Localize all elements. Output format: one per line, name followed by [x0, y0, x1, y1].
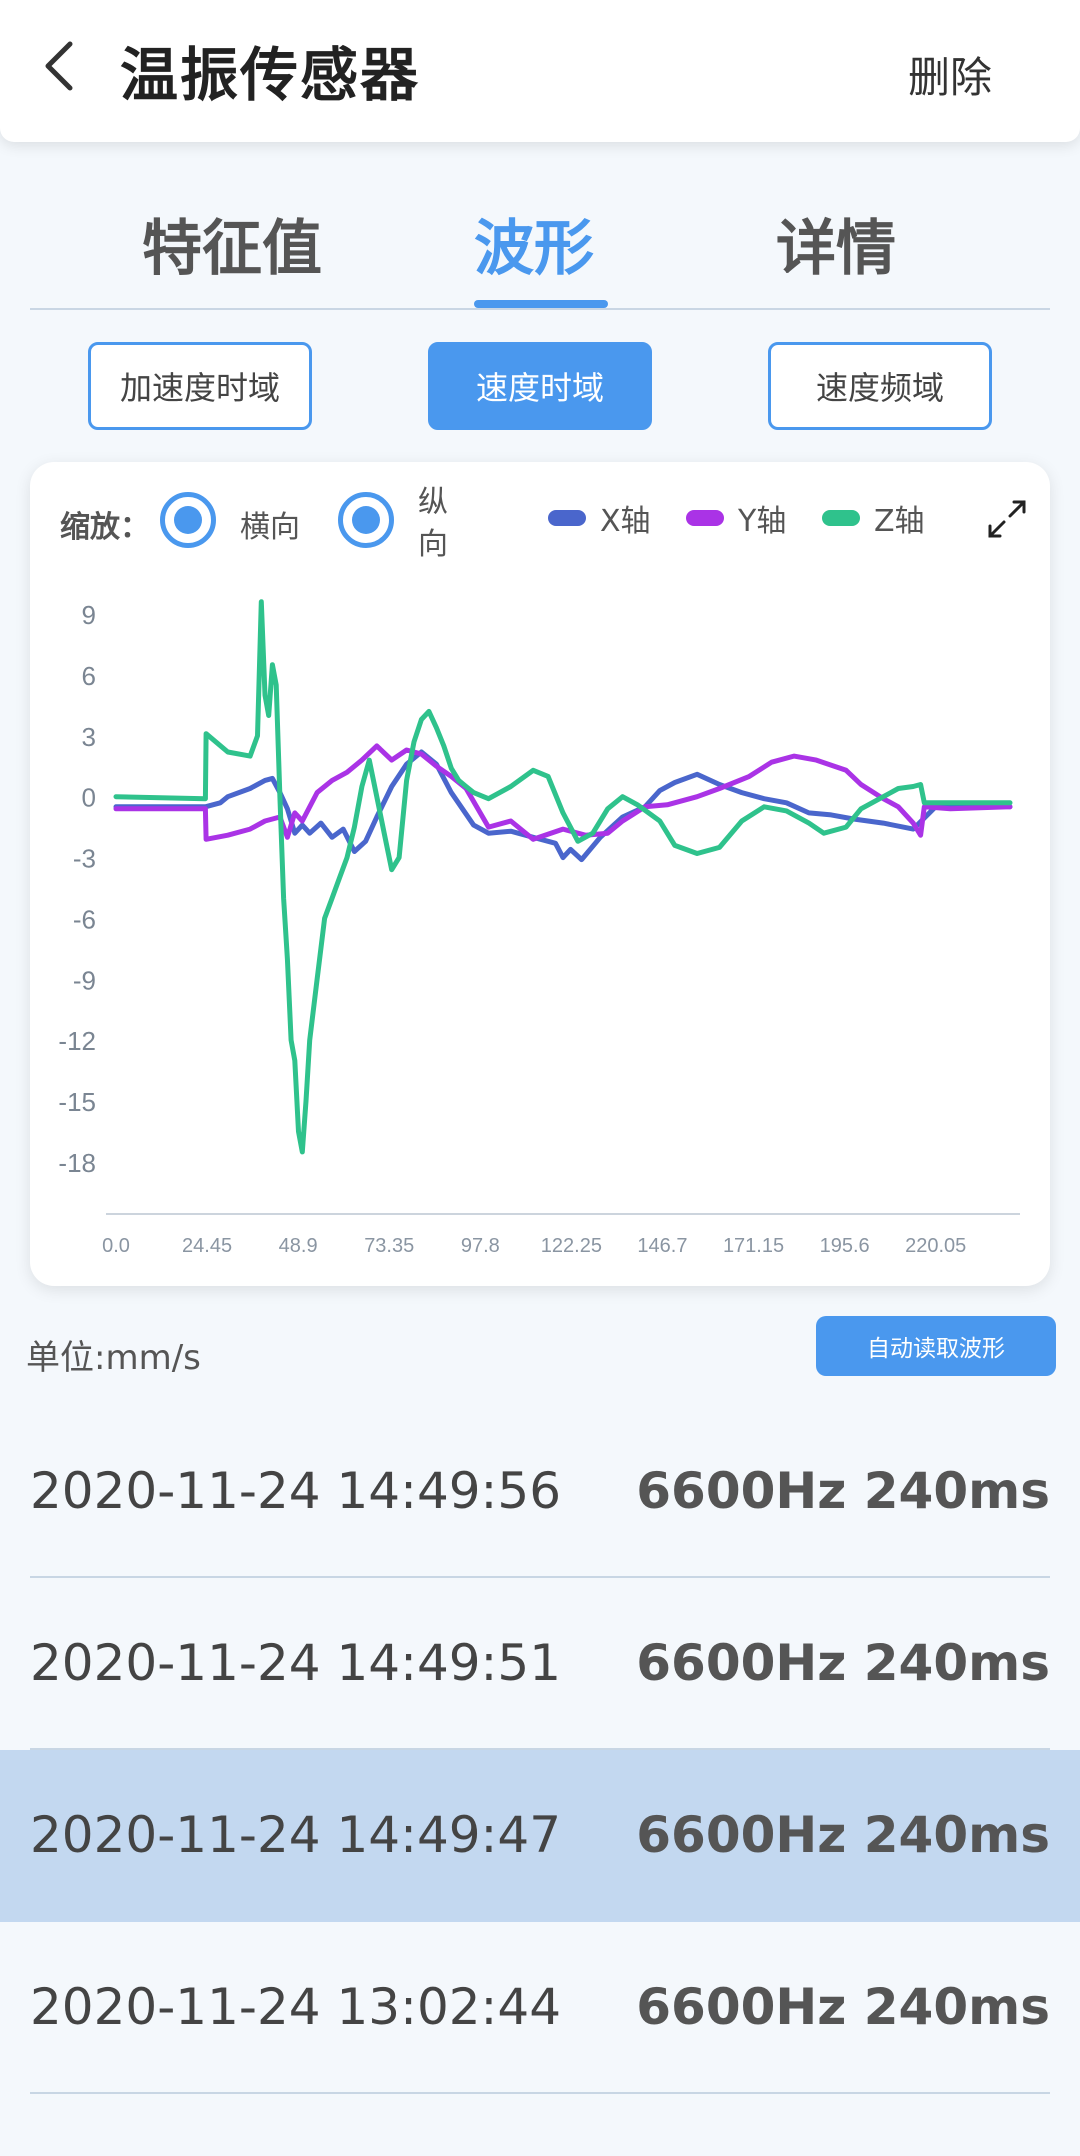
y-tick-label: 3 [82, 722, 96, 752]
series-line-y [113, 743, 1013, 842]
series-line-x [113, 749, 1013, 863]
y-tick-label: -12 [58, 1026, 96, 1056]
delete-button[interactable]: 删除 [907, 53, 992, 102]
vertical-zoom-label: 纵 向 [418, 485, 448, 562]
record-time: 2020-11-24 13:02:44 [30, 1978, 562, 2036]
legend-label: Z轴 [874, 504, 925, 539]
divider [30, 1576, 1050, 1578]
chevron-left-icon [45, 41, 73, 91]
x-tick-label: 146.7 [637, 1235, 687, 1257]
subtab-velocity-time[interactable]: 速度时域 [428, 342, 652, 430]
divider [30, 2092, 1050, 2094]
x-tick-label: 0.0 [102, 1235, 130, 1257]
horizontal-zoom-label: 横向 [240, 510, 300, 545]
radio-dot [174, 506, 202, 534]
legend-swatch [548, 510, 586, 526]
fullscreen-button[interactable] [984, 496, 1030, 542]
auto-read-waveform-button[interactable]: 自动读取波形 [816, 1316, 1056, 1376]
record-info: 6600Hz 240ms [636, 1634, 1050, 1692]
expand-icon [988, 500, 1026, 538]
list-item[interactable]: 2020-11-24 14:49:56 6600Hz 240ms [0, 1406, 1080, 1578]
x-tick-label: 48.9 [279, 1235, 318, 1257]
app-header: 温振传感器 删除 [0, 0, 1080, 142]
list-item-selected[interactable]: 2020-11-24 14:49:47 6600Hz 240ms [0, 1750, 1080, 1922]
legend-label: Y轴 [738, 504, 787, 539]
tab-waveform[interactable]: 波形 [474, 214, 594, 284]
series-line-z [113, 599, 1013, 1155]
legend-swatch [686, 510, 724, 526]
horizontal-zoom-radio[interactable] [160, 492, 216, 548]
main-tabs: 特征值 波形 详情 [30, 142, 1050, 310]
page-title: 温振传感器 [120, 41, 421, 109]
active-tab-indicator [474, 300, 608, 308]
y-tick-label: -6 [73, 904, 96, 934]
record-time: 2020-11-24 14:49:51 [30, 1634, 562, 1692]
record-info: 6600Hz 240ms [636, 1806, 1050, 1864]
x-tick-label: 220.05 [905, 1235, 966, 1257]
record-info: 6600Hz 240ms [636, 1978, 1050, 2036]
unit-label: 单位:mm/s [26, 1338, 201, 1378]
waveform-chart: 9 6 3 0 -3 -6 -9 -12 -15 -18 0.0 24.45 48.9 73.35 97.8… [58, 599, 1020, 1257]
y-tick-label: -18 [58, 1148, 96, 1178]
y-tick-label: 0 [82, 783, 96, 813]
list-item[interactable]: 2020-11-24 14:49:51 6600Hz 240ms [0, 1578, 1080, 1750]
record-info: 6600Hz 240ms [636, 1462, 1050, 1520]
x-tick-label: 73.35 [364, 1235, 414, 1257]
legend-swatch [822, 510, 860, 526]
record-time: 2020-11-24 14:49:56 [30, 1462, 562, 1520]
x-tick-label: 195.6 [820, 1235, 870, 1257]
x-tick-label: 97.8 [461, 1235, 500, 1257]
record-time: 2020-11-24 14:49:47 [30, 1806, 562, 1864]
chart-card: 9 6 3 0 -3 -6 -9 -12 -15 -18 0.0 24.45 48.9 73.35 97.8… [30, 462, 1050, 1286]
subtab-acceleration-time[interactable]: 加速度时域 [88, 342, 312, 430]
y-tick-label: -15 [58, 1087, 96, 1117]
y-tick-label: -3 [73, 844, 96, 874]
legend-x-axis[interactable]: X轴 [548, 498, 651, 539]
subtab-velocity-frequency[interactable]: 速度频域 [768, 342, 992, 430]
waveform-record-list: 2020-11-24 14:49:56 6600Hz 240ms 2020-11… [0, 1406, 1080, 2094]
legend-z-axis[interactable]: Z轴 [822, 498, 925, 539]
x-tick-label: 122.25 [541, 1235, 602, 1257]
y-tick-label: 6 [82, 661, 96, 691]
tab-details[interactable]: 详情 [776, 214, 896, 284]
legend-label: X轴 [600, 504, 651, 539]
y-tick-label: -9 [73, 965, 96, 995]
vertical-zoom-radio[interactable] [338, 492, 394, 548]
tab-features[interactable]: 特征值 [142, 214, 322, 284]
legend-y-axis[interactable]: Y轴 [686, 498, 787, 539]
zoom-label: 缩放： [60, 510, 150, 545]
list-item[interactable]: 2020-11-24 13:02:44 6600Hz 240ms [0, 1922, 1080, 2094]
y-tick-label: 9 [82, 600, 96, 630]
radio-dot [352, 506, 380, 534]
divider [30, 1748, 1050, 1750]
x-tick-label: 24.45 [182, 1235, 232, 1257]
back-button[interactable] [38, 38, 88, 94]
x-tick-label: 171.15 [723, 1235, 784, 1257]
